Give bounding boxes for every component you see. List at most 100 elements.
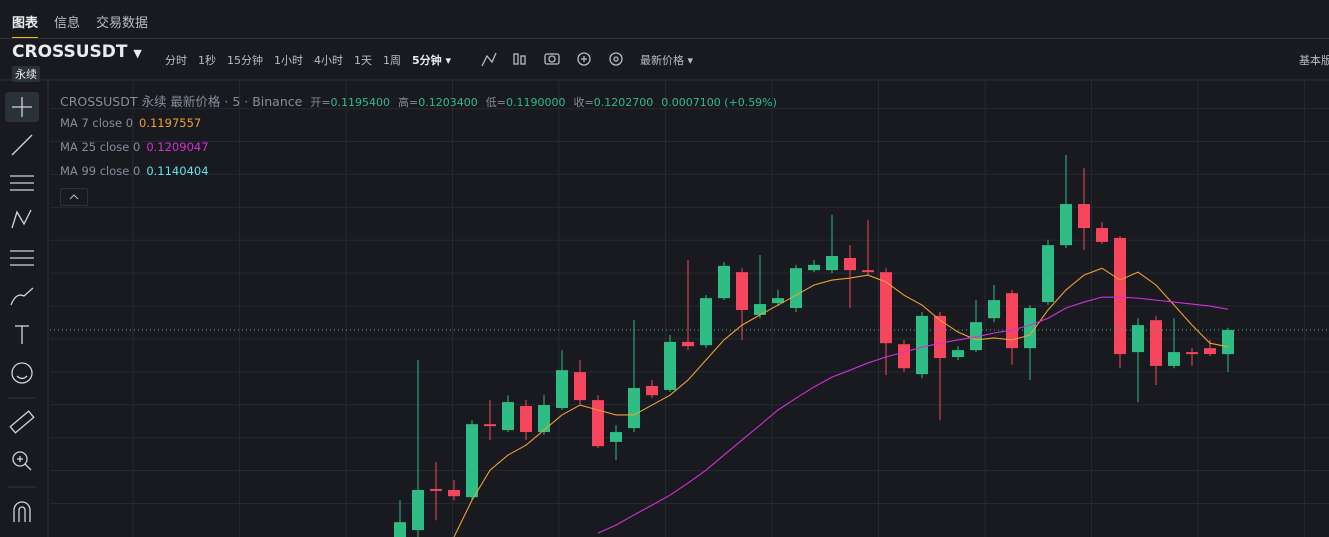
- icon-camera[interactable]: [544, 53, 560, 65]
- collapse-button[interactable]: [60, 188, 88, 206]
- vertical-grid: [132, 80, 1305, 537]
- candle: [520, 400, 532, 440]
- candle: [1132, 318, 1144, 403]
- icon-indicator[interactable]: [481, 52, 497, 67]
- candle-body: [448, 489, 460, 497]
- legend: CROSSUSDT 永续 最新价格 · 5 · Binance 开=0.11954…: [60, 91, 777, 110]
- candle: [844, 245, 856, 309]
- tool-crosshair[interactable]: [12, 97, 32, 117]
- candle: [646, 380, 658, 399]
- interval[interactable]: 1天: [354, 54, 372, 67]
- candle: [1096, 222, 1108, 245]
- price-type-text[interactable]: 最新价格: [640, 54, 684, 67]
- tool-brush[interactable]: [10, 287, 34, 306]
- ohlc-item: 开=0.1195400: [310, 96, 390, 109]
- ma-item: MA 99 close 0 0.1140404: [60, 164, 209, 178]
- tab[interactable]: 交易数据: [96, 16, 149, 31]
- interval[interactable]: 1秒: [198, 54, 216, 67]
- symbol[interactable]: CROSSUSDT ▼: [12, 42, 142, 62]
- icon-candles[interactable]: [513, 53, 519, 65]
- ma-line: [597, 296, 1229, 534]
- candle: [1060, 155, 1072, 249]
- candle-body: [1186, 352, 1198, 355]
- drawing-tools: [5, 92, 39, 522]
- collapse-icon[interactable]: [61, 189, 87, 205]
- ohlc-item: 低=0.1190000: [486, 96, 566, 109]
- candle: [1186, 348, 1198, 366]
- candle-body: [592, 400, 604, 447]
- candle-body: [1024, 308, 1036, 349]
- tool-magnet[interactable]: [13, 501, 31, 522]
- candle: [448, 480, 460, 501]
- candle: [700, 295, 712, 349]
- candle: [1168, 318, 1180, 369]
- candle: [484, 400, 496, 440]
- candle: [808, 259, 820, 273]
- candle: [772, 289, 784, 307]
- candle: [1024, 305, 1036, 381]
- candle: [556, 350, 568, 411]
- ohlc-value: 0.1202700: [593, 96, 654, 109]
- tool-line[interactable]: [11, 134, 33, 156]
- ma-item: MA 25 close 0 0.1209047: [60, 140, 209, 154]
- candle-body: [646, 385, 658, 396]
- icon-settings[interactable]: [609, 52, 623, 66]
- ohlc-label: 收=: [573, 96, 594, 109]
- candle: [664, 334, 676, 392]
- icon-add[interactable]: [577, 52, 591, 66]
- tool-hlines[interactable]: [10, 175, 34, 191]
- toolbar-icons: [481, 52, 623, 67]
- tab[interactable]: 信息: [54, 16, 81, 31]
- interval[interactable]: 4小时: [314, 54, 343, 67]
- candle: [466, 420, 478, 501]
- candle-body: [826, 256, 838, 271]
- candle-body: [574, 372, 586, 401]
- ma-value: 0.1197557: [139, 116, 202, 130]
- candle: [1078, 168, 1090, 251]
- ohlc-item: 高=0.1203400: [398, 96, 478, 109]
- interval[interactable]: 1小时: [274, 54, 303, 67]
- candle-body: [538, 405, 550, 433]
- change: 0.0007100 (+0.59%): [661, 96, 777, 109]
- price-type[interactable]: 最新价格 ▾: [640, 54, 694, 67]
- tool-pattern[interactable]: [11, 209, 32, 229]
- candle-body: [988, 300, 1000, 319]
- candle-body: [412, 489, 424, 531]
- candle: [898, 339, 910, 373]
- interval[interactable]: 15分钟: [227, 54, 263, 67]
- candle-body: [808, 264, 820, 271]
- candle: [394, 500, 406, 537]
- candle-body: [394, 522, 406, 537]
- interval-active[interactable]: 5分钟 ▾: [412, 54, 452, 67]
- candle: [502, 395, 514, 433]
- candle-body: [844, 257, 856, 271]
- candle-body: [466, 424, 478, 498]
- badge: 永续: [12, 66, 40, 82]
- tool-zoom[interactable]: [12, 451, 32, 471]
- candle-body: [1006, 293, 1018, 349]
- mode[interactable]: 基本版: [1299, 54, 1329, 67]
- symbol-text[interactable]: CROSSUSDT: [12, 42, 128, 62]
- legend-title: CROSSUSDT 永续 最新价格 · 5 · Binance: [60, 94, 303, 109]
- candle-body: [862, 270, 874, 273]
- tool-ruler[interactable]: [9, 410, 35, 434]
- candle-body: [790, 268, 802, 309]
- tool-emoji[interactable]: [11, 362, 33, 384]
- interval[interactable]: 分时: [165, 54, 187, 67]
- interval-active-text[interactable]: 5分钟: [412, 54, 442, 67]
- divider: [0, 38, 1329, 39]
- candle-body: [628, 387, 640, 429]
- candle-body: [1204, 348, 1216, 355]
- tool-fib[interactable]: [10, 250, 34, 266]
- candle: [754, 255, 766, 319]
- candle-body: [1096, 228, 1108, 242]
- interval[interactable]: 1周: [383, 54, 401, 67]
- candle: [718, 261, 730, 301]
- candle: [826, 214, 838, 274]
- tool-text[interactable]: [15, 325, 29, 344]
- candle: [1150, 315, 1162, 385]
- ohlc-value: 0.1203400: [418, 96, 478, 109]
- ohlc-label: 高=: [398, 96, 419, 109]
- ohlc-label: 低=: [485, 96, 506, 109]
